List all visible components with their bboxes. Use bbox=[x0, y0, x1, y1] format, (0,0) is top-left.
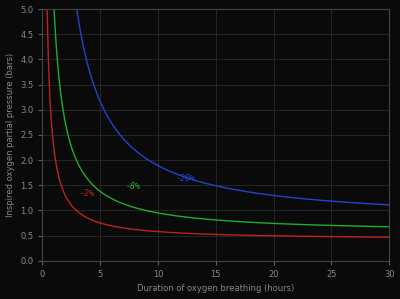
Y-axis label: Inspired oxygen partial pressure (bars): Inspired oxygen partial pressure (bars) bbox=[6, 53, 14, 217]
X-axis label: Duration of oxygen breathing (hours): Duration of oxygen breathing (hours) bbox=[137, 284, 294, 293]
Text: -8%: -8% bbox=[126, 182, 141, 191]
Text: -2%: -2% bbox=[79, 189, 94, 199]
Text: -20%: -20% bbox=[175, 174, 195, 183]
